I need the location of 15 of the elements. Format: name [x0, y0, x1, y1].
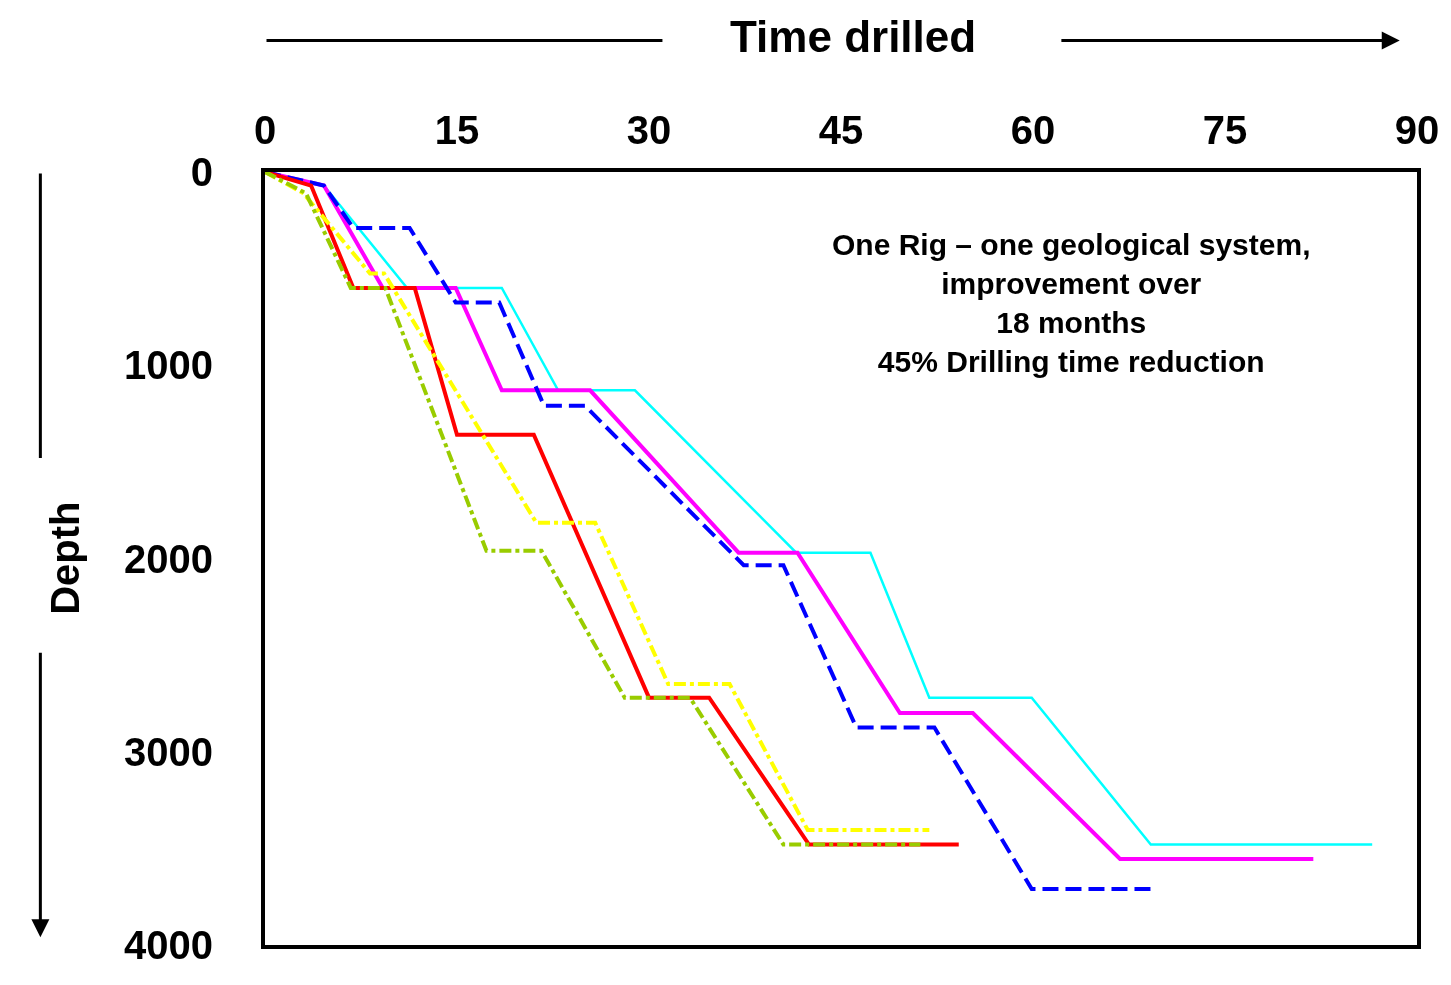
annotation: One Rig – one geological system, improvement over 18 months 45% Drilling time reduction: [832, 228, 1311, 378]
y-tick-label: 1000: [124, 343, 213, 388]
y-tick-label: 0: [190, 150, 213, 194]
y-tick-label: 2000: [124, 536, 213, 581]
x-axis-title: Time drilled: [730, 12, 977, 61]
x-tick-label: 15: [434, 108, 480, 152]
y-tick-label: 4000: [124, 923, 213, 967]
x-tick-label: 90: [1394, 108, 1440, 152]
x-tick-label: 0: [253, 108, 277, 152]
x-tick-label: 30: [626, 108, 672, 152]
x-tick-label: 75: [1202, 108, 1248, 152]
x-tick-label: 60: [1010, 108, 1056, 152]
y-axis-title: Depth: [42, 501, 87, 615]
x-tick-label: 45: [818, 108, 864, 152]
y-tick-label: 3000: [124, 729, 213, 774]
